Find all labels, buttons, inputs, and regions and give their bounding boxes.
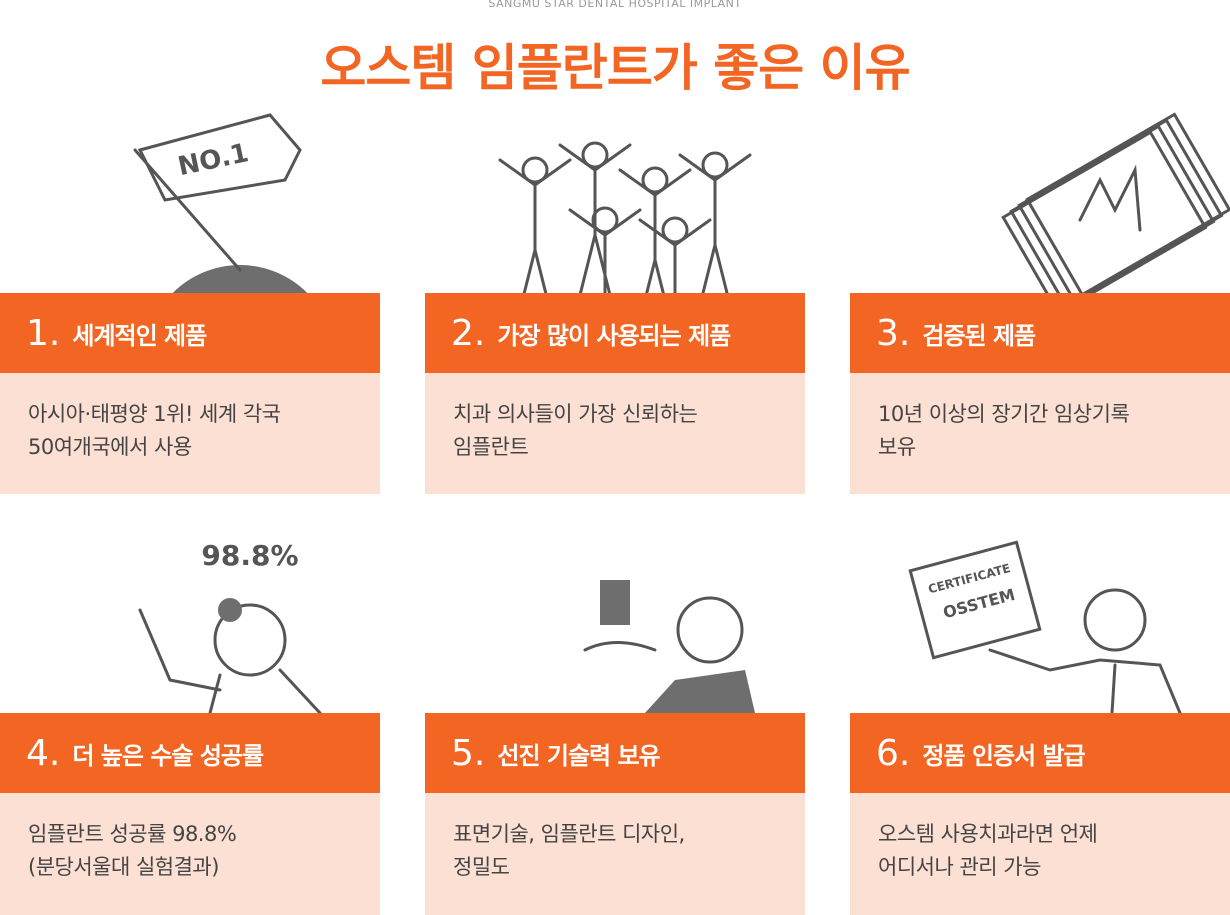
illustration-shape bbox=[218, 598, 242, 622]
card-text: 치과 의사들이 가장 신뢰하는 bbox=[453, 402, 698, 426]
card-number: 4. bbox=[26, 732, 61, 774]
card-text: 어디서나 관리 가능 bbox=[878, 855, 1041, 879]
card-number: 2. bbox=[451, 312, 486, 354]
card-header: 6. 정품 인증서 발급 bbox=[850, 713, 1230, 793]
illustration-shape bbox=[678, 153, 752, 293]
card-number: 5. bbox=[451, 732, 486, 774]
subtitle: SANGMU STAR DENTAL HOSPITAL IMPLANT bbox=[488, 0, 742, 10]
card-text: 정밀도 bbox=[453, 855, 510, 879]
illustration-shape bbox=[600, 580, 630, 625]
illustration bbox=[583, 580, 755, 713]
card-body: 임플란트 성공률 98.8% (분당서울대 실험결과) bbox=[0, 793, 380, 915]
illustration-shape bbox=[133, 148, 242, 272]
illustration-shape bbox=[641, 166, 669, 194]
illustration-shape bbox=[908, 540, 1042, 660]
card-heading: 검증된 제품 bbox=[922, 321, 1036, 350]
illustration-shape bbox=[581, 141, 609, 169]
card-text: 10년 이상의 장기간 임상기록 bbox=[878, 402, 1130, 426]
card-body: 표면기술, 임플란트 디자인, 정밀도 bbox=[425, 793, 805, 915]
card-text: 아시아·태평양 1위! 세계 각국 bbox=[28, 402, 281, 426]
illustration-shape bbox=[213, 603, 287, 677]
illustration-shape bbox=[568, 208, 642, 293]
illustration-shape bbox=[988, 648, 1182, 713]
illustration-shape bbox=[138, 608, 322, 713]
card-heading: 정품 인증서 발급 bbox=[922, 741, 1085, 770]
illustration-shape bbox=[558, 143, 632, 293]
card-header: 2. 가장 많이 사용되는 제품 bbox=[425, 293, 805, 373]
illustration-shape bbox=[661, 216, 689, 244]
card-header: 3. 검증된 제품 bbox=[850, 293, 1230, 373]
illustration-shape bbox=[701, 151, 729, 179]
illustration-shape bbox=[1083, 588, 1147, 652]
illustration-shape bbox=[521, 156, 549, 184]
illustration-shape bbox=[638, 218, 712, 293]
card-header: 1. 세계적인 제품 bbox=[0, 293, 380, 373]
card-header: 5. 선진 기술력 보유 bbox=[425, 713, 805, 793]
card-number: 3. bbox=[876, 312, 911, 354]
card-header: 4. 더 높은 수술 성공률 bbox=[0, 713, 380, 793]
illustration-shape bbox=[583, 641, 657, 652]
illustration-shape bbox=[498, 158, 572, 293]
illustration-shape bbox=[618, 168, 692, 293]
card-body: 아시아·태평양 1위! 세계 각국 50여개국에서 사용 bbox=[0, 373, 380, 494]
illustration: 98.8% bbox=[138, 539, 322, 713]
card-heading: 가장 많이 사용되는 제품 bbox=[497, 321, 731, 350]
illustration: NO.1 bbox=[133, 113, 308, 293]
card-text: 임플란트 성공률 98.8% bbox=[28, 822, 237, 846]
card-text: 오스템 사용치과라면 언제 bbox=[878, 822, 1098, 846]
card-heading: 선진 기술력 보유 bbox=[497, 741, 660, 770]
card-text: (분당서울대 실험결과) bbox=[28, 855, 219, 879]
illustration-shape bbox=[1025, 112, 1230, 293]
title: 오스템 임플란트가 좋은 이유 bbox=[320, 39, 910, 97]
illustration-shape bbox=[137, 113, 302, 202]
card-number: 6. bbox=[876, 732, 911, 774]
illustration bbox=[498, 141, 752, 293]
card-text: 표면기술, 임플란트 디자인, bbox=[453, 822, 685, 846]
illustration bbox=[1001, 112, 1230, 293]
card-text: 보유 bbox=[878, 435, 916, 459]
illustration-label: 98.8% bbox=[201, 539, 298, 572]
illustration-shape bbox=[1078, 164, 1142, 232]
card-text: 50여개국에서 사용 bbox=[28, 435, 192, 459]
illustration-shape bbox=[591, 206, 619, 234]
card-heading: 더 높은 수술 성공률 bbox=[72, 741, 264, 770]
illustration-shape bbox=[676, 596, 744, 664]
illustration-shape bbox=[172, 265, 308, 293]
card-heading: 세계적인 제품 bbox=[72, 321, 207, 350]
card-number: 1. bbox=[26, 312, 61, 354]
illustration-shape bbox=[645, 670, 755, 713]
card-text: 임플란트 bbox=[453, 435, 529, 459]
illustration-label: NO.1 bbox=[175, 138, 251, 182]
